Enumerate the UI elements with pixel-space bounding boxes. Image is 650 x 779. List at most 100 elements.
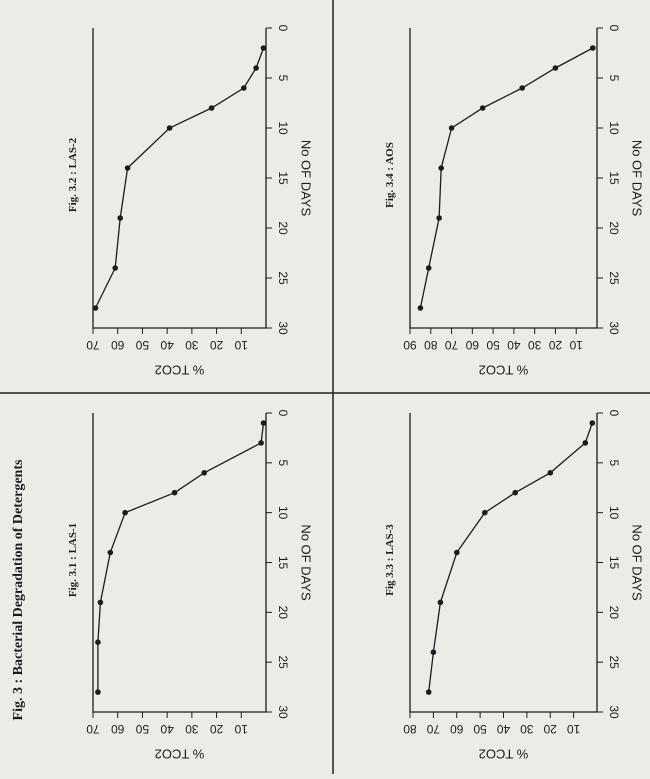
y-tick-label: 70: [445, 338, 459, 352]
series-line: [419, 47, 594, 309]
data-point: [260, 420, 267, 426]
y-axis-label: % TCO2: [155, 747, 205, 762]
data-point: [241, 85, 247, 91]
x-tick-label: 5: [607, 75, 621, 82]
y-tick-label: 10: [234, 338, 248, 352]
y-tick-label: 50: [473, 722, 487, 736]
y-tick-label: 30: [185, 338, 199, 352]
x-tick-label: 5: [276, 75, 290, 82]
data-point: [448, 125, 455, 131]
data-point: [258, 440, 264, 446]
y-tick-label: 70: [86, 338, 100, 352]
x-tick-label: 20: [607, 221, 621, 235]
y-tick-label: 50: [486, 338, 500, 352]
data-point: [112, 265, 118, 271]
y-axis-label: % TCO2: [479, 747, 529, 762]
data-point: [425, 265, 432, 271]
chart-2: 0 5 10 15 20 25 30 10 20 30 40 50 60 70 No OF DAYS % TC…: [67, 25, 314, 378]
data-point: [482, 509, 488, 516]
x-tick-label: 0: [276, 410, 290, 417]
y-tick-label: 10: [567, 722, 581, 736]
x-tick-label: 5: [276, 459, 290, 466]
y-tick-label: 40: [160, 722, 174, 736]
y-tick-label: 20: [210, 722, 224, 736]
data-point: [92, 305, 99, 311]
chart-1: 0 5 10 15 20 25 30 10 20 30 40 50 60 70 No OF DAYS % TC…: [67, 410, 314, 762]
y-tick-label: 90: [403, 338, 417, 352]
y-tick-label: 70: [426, 722, 440, 736]
chart-title: Fig. 3.2 : LAS-2: [67, 137, 79, 212]
data-point: [454, 549, 460, 556]
x-axis-label: No OF DAYS: [299, 524, 314, 601]
y-tick-label: 40: [507, 338, 521, 352]
data-point: [201, 470, 207, 476]
chart-3: 0 5 10 15 20 25 30 10 20 30 40 50 60 70 80 No OF DAYS % …: [384, 410, 645, 762]
data-point: [438, 165, 445, 171]
data-point: [437, 599, 444, 606]
y-axis-label: % TCO2: [479, 363, 529, 378]
y-tick-label: 20: [210, 338, 224, 352]
data-point: [253, 65, 259, 71]
x-tick-label: 20: [607, 606, 621, 620]
x-axis-label: No OF DAYS: [630, 524, 645, 601]
x-tick-label: 25: [607, 271, 621, 285]
y-tick-label: 30: [528, 338, 542, 352]
y-tick-label: 50: [135, 722, 149, 736]
data-point: [107, 549, 114, 556]
x-tick-label: 0: [276, 25, 290, 32]
y-tick-label: 60: [111, 338, 125, 352]
data-point: [479, 105, 486, 111]
x-tick-label: 10: [607, 121, 621, 135]
y-tick-label: 60: [465, 338, 479, 352]
y-tick-label: 20: [548, 338, 562, 352]
y-tick-label: 60: [450, 722, 464, 736]
x-tick-label: 10: [276, 121, 290, 135]
data-point: [582, 440, 589, 446]
data-point: [547, 470, 554, 476]
x-axis-label: No OF DAYS: [630, 140, 645, 217]
x-tick-label: 15: [607, 171, 621, 185]
x-tick-label: 20: [276, 221, 290, 235]
axes-frame: [92, 28, 267, 329]
series-line: [97, 422, 265, 693]
y-tick-label: 60: [111, 722, 125, 736]
data-point: [117, 215, 123, 221]
figure-title: Fig. 3 : Bacterial Degradation of Deterg…: [11, 459, 26, 720]
x-tick-label: 15: [607, 556, 621, 570]
data-point: [260, 45, 267, 51]
data-point: [589, 420, 596, 426]
y-tick-label: 80: [403, 722, 417, 736]
x-tick-label: 10: [607, 506, 621, 520]
y-tick-label: 70: [86, 722, 100, 736]
series-line: [94, 47, 265, 309]
x-tick-label: 25: [607, 655, 621, 669]
axes-frame: [92, 413, 267, 713]
data-point: [208, 105, 215, 111]
data-point: [552, 65, 559, 71]
data-point: [590, 45, 596, 51]
x-tick-label: 15: [276, 556, 290, 570]
x-axis-label: No OF DAYS: [299, 140, 314, 217]
x-tick-label: 10: [276, 506, 290, 520]
data-point: [430, 649, 437, 655]
chart-title: Fig. 3.1 : LAS-1: [67, 523, 79, 597]
y-tick-label: 10: [569, 338, 583, 352]
x-tick-label: 30: [276, 321, 290, 335]
y-tick-label: 50: [135, 338, 149, 352]
y-tick-label: 30: [185, 722, 199, 736]
x-tick-label: 15: [276, 171, 290, 185]
data-point: [436, 215, 442, 221]
x-tick-label: 0: [607, 25, 621, 32]
x-tick-label: 30: [276, 705, 290, 719]
x-tick-label: 0: [607, 410, 621, 417]
data-point: [95, 689, 101, 695]
y-tick-label: 10: [234, 722, 248, 736]
x-tick-label: 30: [607, 321, 621, 335]
x-tick-label: 25: [276, 271, 290, 285]
data-point: [425, 689, 432, 695]
series-line: [428, 422, 593, 693]
data-point: [97, 599, 104, 606]
data-point: [417, 305, 424, 311]
